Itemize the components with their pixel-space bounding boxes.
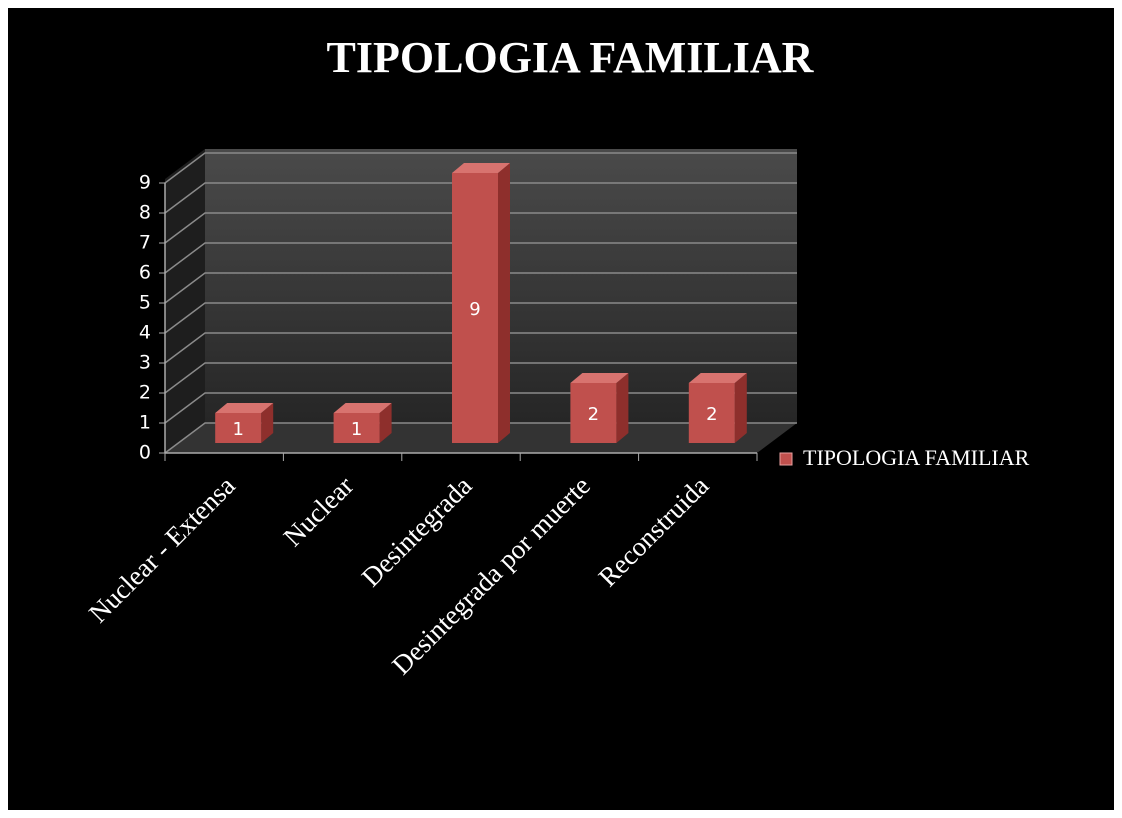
y-tick-label: 0 (139, 442, 151, 464)
bar-top (452, 163, 510, 173)
y-tick-label: 5 (139, 292, 151, 314)
y-tick-label: 7 (139, 232, 151, 254)
bar (688, 383, 735, 443)
bar (570, 383, 617, 443)
legend-swatch (779, 452, 793, 466)
bar-top (570, 373, 629, 383)
bar (215, 413, 262, 443)
bar-side (379, 403, 392, 443)
bar-side (498, 163, 510, 443)
bar-side (261, 403, 274, 443)
grid-line (164, 242, 797, 274)
bar-top (688, 373, 747, 383)
grid-line (164, 182, 797, 214)
value-label: 1 (351, 419, 362, 440)
chart-title: TIPOLOGIA FAMILIAR (327, 33, 815, 82)
grid-line (164, 362, 797, 394)
value-label: 2 (588, 404, 599, 425)
value-label: 9 (469, 299, 480, 320)
grid-line (164, 332, 797, 364)
y-tick-label: 2 (139, 382, 151, 404)
bar (333, 413, 380, 443)
value-label: 2 (706, 404, 717, 425)
y-tick-label: 6 (139, 262, 151, 284)
legend-label: TIPOLOGIA FAMILIAR (803, 445, 1030, 470)
y-tick-label: 4 (139, 322, 151, 344)
y-tick-label: 9 (139, 172, 151, 194)
y-tick-label: 8 (139, 202, 151, 224)
bar-top (333, 403, 392, 413)
y-tick-label: 3 (139, 352, 151, 374)
grid-line (164, 212, 797, 244)
grid-line (164, 272, 797, 304)
grid-line (164, 152, 797, 184)
bar-side (616, 373, 629, 443)
bar (452, 173, 498, 443)
side-wall (165, 149, 205, 453)
grid-line (164, 302, 797, 334)
bar-side (734, 373, 747, 443)
bar-top (215, 403, 274, 413)
y-tick-label: 1 (139, 412, 151, 434)
value-label: 1 (232, 419, 243, 440)
